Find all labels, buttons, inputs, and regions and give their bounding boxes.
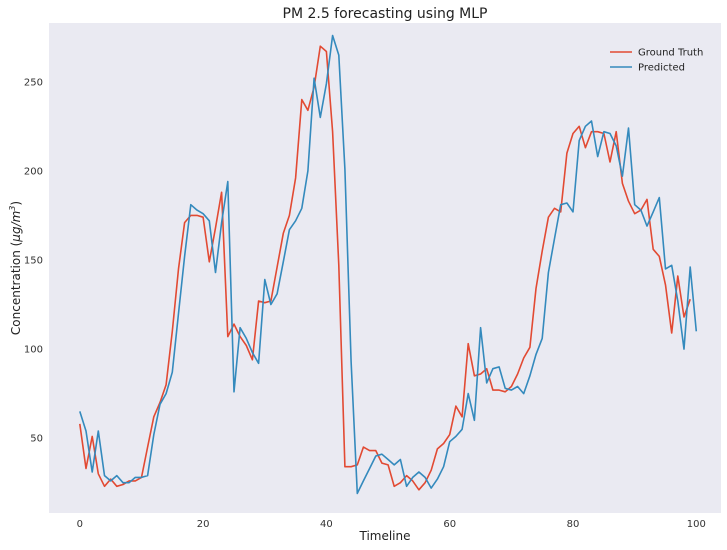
y-tick-label: 50 — [30, 434, 43, 445]
y-tick-label: 200 — [24, 166, 43, 177]
legend: Ground Truth Predicted — [610, 48, 703, 74]
chart-title: PM 2.5 forecasting using MLP — [283, 6, 488, 22]
x-axis-label: Timeline — [358, 529, 410, 543]
y-tick-label: 150 — [24, 256, 43, 267]
legend-label-ground-truth: Ground Truth — [638, 48, 703, 59]
y-axis-label-superscript: 3 — [8, 206, 17, 211]
x-tick-label: 40 — [320, 519, 333, 530]
x-tick-label: 60 — [443, 519, 456, 530]
y-axis-label-unit: μg/m — [9, 211, 23, 243]
y-tick-label: 100 — [24, 345, 43, 356]
series-layer — [79, 34, 698, 495]
y-tick-label: 250 — [24, 77, 43, 88]
x-tick-label: 0 — [77, 519, 83, 530]
x-tick-label: 20 — [197, 519, 210, 530]
y-axis-label: Concentration (μg/m3) — [8, 201, 23, 335]
y-tick-labels: 50 100 150 200 250 — [24, 77, 43, 444]
series-line-predicted — [79, 34, 698, 495]
legend-label-predicted: Predicted — [638, 63, 685, 74]
x-tick-labels: 0 20 40 60 80 100 — [77, 519, 706, 530]
x-tick-label: 80 — [567, 519, 580, 530]
y-axis-label-suffix: ) — [9, 201, 23, 206]
plot-area — [49, 23, 721, 513]
series-line-ground-truth — [79, 45, 691, 491]
x-tick-label: 100 — [687, 519, 706, 530]
y-axis-label-prefix: Concentration ( — [9, 242, 23, 335]
